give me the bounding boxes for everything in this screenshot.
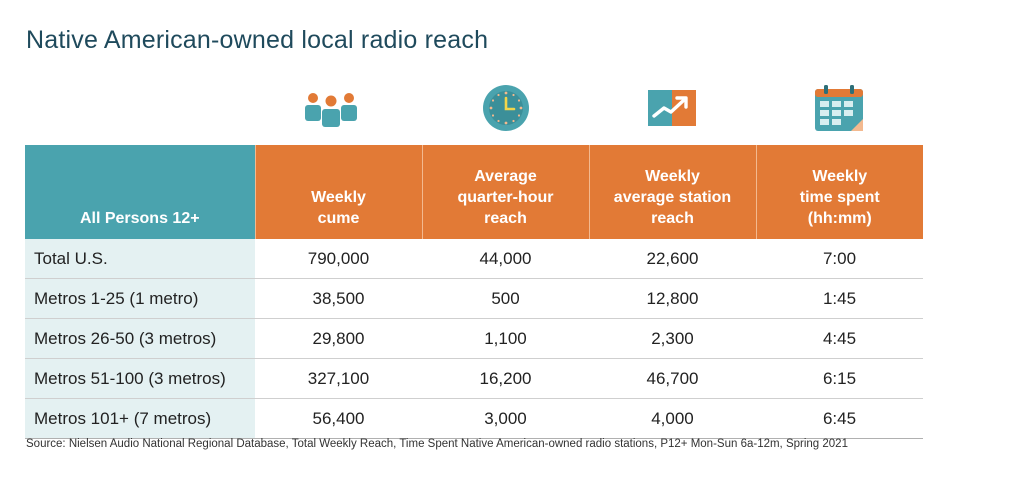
column-header-all-persons: All Persons 12+ [25, 145, 255, 239]
header-line: Weekly [311, 189, 366, 206]
clock-icon [478, 84, 534, 132]
station-reach-cell: 22,600 [589, 239, 756, 279]
station-reach-cell: 12,800 [589, 278, 756, 319]
row-label: Metros 101+ (7 metros) [25, 398, 255, 439]
table-header-row: All Persons 12+ Weekly cume Average quarte… [25, 145, 923, 239]
table-row: Metros 26-50 (3 metros) 29,800 1,100 2,3… [25, 318, 923, 359]
calendar-icon [811, 84, 867, 132]
row-label: Metros 26-50 (3 metros) [25, 318, 255, 359]
weekly-cume-cell: 38,500 [255, 278, 422, 319]
table-row: Total U.S. 790,000 44,000 22,600 7:00 [25, 239, 923, 279]
column-header-weekly-average-station-reach: Weekly average station reach [588, 145, 756, 239]
chart-icon [644, 84, 700, 132]
reach-table: All Persons 12+ Weekly cume Average quarte… [25, 145, 923, 439]
header-line: reach [651, 210, 694, 227]
station-reach-cell: 2,300 [589, 318, 756, 359]
header-line: reach [484, 210, 527, 227]
time-spent-cell: 1:45 [756, 278, 923, 319]
column-header-weekly-time-spent: Weekly time spent (hh:mm) [755, 145, 923, 239]
time-spent-cell: 4:45 [756, 318, 923, 359]
header-line: All Persons 12+ [79, 210, 200, 227]
header-line: Average [474, 168, 537, 185]
header-line: Weekly [812, 168, 868, 185]
time-spent-cell: 6:45 [756, 398, 923, 439]
station-reach-cell: 46,700 [589, 358, 756, 399]
page-title: Native American-owned local radio reach [26, 26, 489, 54]
time-spent-cell: 6:15 [756, 358, 923, 399]
table-row: Metros 51-100 (3 metros) 327,100 16,200 … [25, 358, 923, 399]
header-line: quarter-hour [457, 189, 554, 206]
source-note: Source: Nielsen Audio National Regional … [26, 438, 848, 450]
weekly-cume-cell: 29,800 [255, 318, 422, 359]
aqh-reach-cell: 3,000 [422, 398, 589, 439]
table-row: Metros 1-25 (1 metro) 38,500 500 12,800 … [25, 278, 923, 319]
aqh-reach-cell: 1,100 [422, 318, 589, 359]
column-header-weekly-cume: Weekly cume [254, 145, 422, 239]
weekly-cume-cell: 790,000 [255, 239, 422, 279]
table-row: Metros 101+ (7 metros) 56,400 3,000 4,00… [25, 398, 923, 439]
time-spent-cell: 7:00 [756, 239, 923, 279]
aqh-reach-cell: 44,000 [422, 239, 589, 279]
header-line: time spent [799, 189, 880, 206]
weekly-cume-cell: 327,100 [255, 358, 422, 399]
people-icon [303, 84, 359, 132]
aqh-reach-cell: 500 [422, 278, 589, 319]
column-header-average-quarter-hour-reach: Average quarter-hour reach [421, 145, 589, 239]
row-label: Metros 1-25 (1 metro) [25, 278, 255, 319]
weekly-cume-cell: 56,400 [255, 398, 422, 439]
row-label: Total U.S. [25, 239, 255, 279]
header-line: (hh:mm) [807, 210, 872, 227]
row-label: Metros 51-100 (3 metros) [25, 358, 255, 399]
header-line: average station [613, 189, 732, 206]
header-line: Weekly [645, 168, 700, 185]
station-reach-cell: 4,000 [589, 398, 756, 439]
aqh-reach-cell: 16,200 [422, 358, 589, 399]
header-line: cume [317, 210, 360, 227]
